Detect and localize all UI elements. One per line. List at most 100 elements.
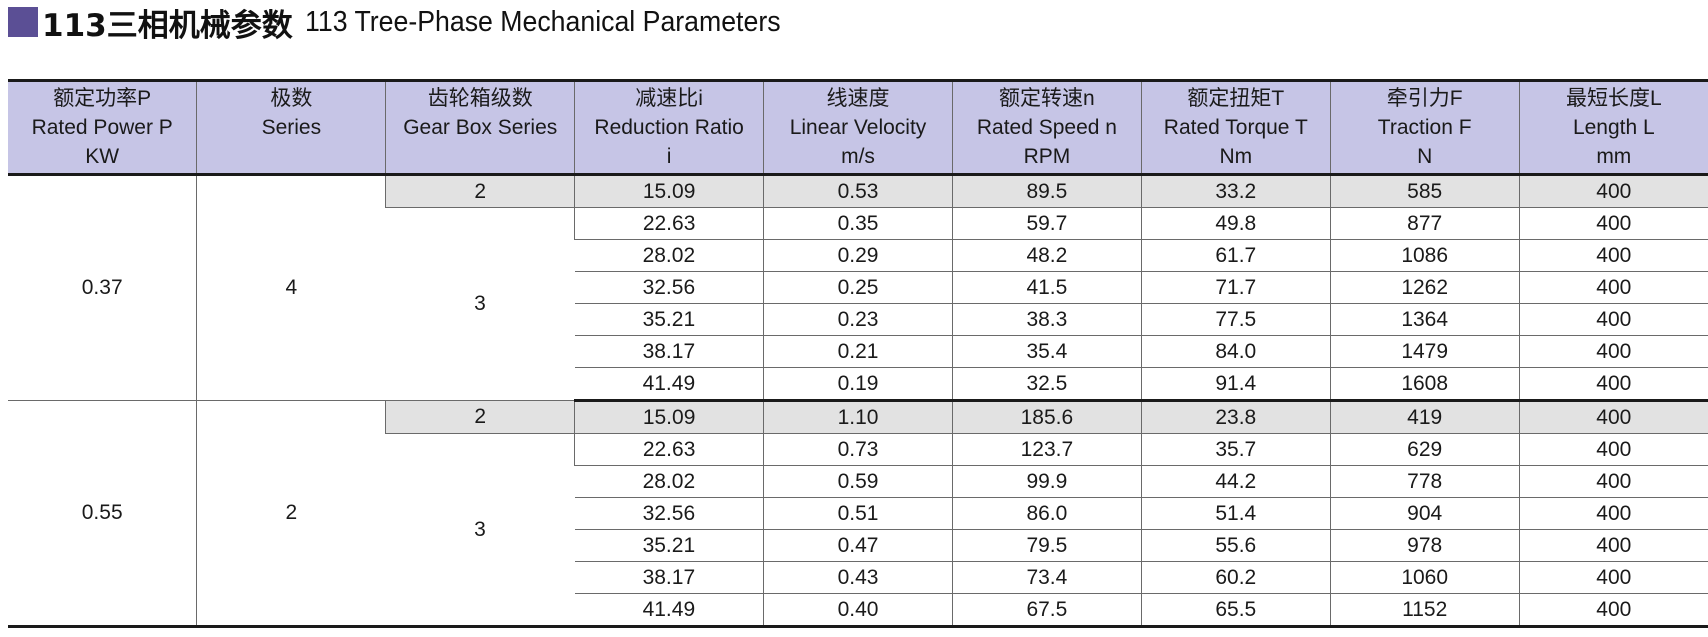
cell-traction: 629 xyxy=(1329,433,1520,466)
cell-rated-speed: 73.4 xyxy=(951,561,1142,594)
cell-length: 400 xyxy=(1518,239,1708,272)
cell-length: 400 xyxy=(1518,207,1708,240)
header-gear-box-series: 齿轮箱级数 Gear Box Series xyxy=(385,79,575,176)
table-row: 0.37 4 2 15.09 0.53 89.5 33.2 585 400 xyxy=(8,174,1708,401)
cell-reduction-ratio: 15.09 xyxy=(574,174,764,208)
cell-traction: 1060 xyxy=(1329,561,1520,594)
cell-length: 400 xyxy=(1518,497,1708,530)
header-cn: 额定扭矩T xyxy=(1187,87,1285,110)
header-en: Rated Speed n xyxy=(976,116,1117,139)
header-row: 额定功率P Rated Power P KW 极数 Series 齿轮箱级数 G… xyxy=(8,79,1708,176)
cell-rated-power: 0.55 xyxy=(8,400,197,628)
table-row: 38.17 0.21 35.4 84.0 1479 400 xyxy=(8,335,1708,368)
header-cn: 牵引力F xyxy=(1386,87,1463,110)
cell-rated-speed: 59.7 xyxy=(951,207,1142,240)
header-en: Rated Power P xyxy=(31,116,173,139)
cell-length: 400 xyxy=(1518,271,1708,304)
cell-rated-speed: 123.7 xyxy=(951,433,1142,466)
header-unit: N xyxy=(1417,145,1433,168)
header-cn: 最短长度L xyxy=(1565,87,1662,110)
table-row: 32.56 0.51 86.0 51.4 904 400 xyxy=(8,497,1708,530)
cell-rated-speed: 41.5 xyxy=(951,271,1142,304)
header-cn: 极数 xyxy=(270,87,313,110)
header-rated-speed: 额定转速n Rated Speed n RPM xyxy=(951,79,1142,176)
header-en: Linear Velocity xyxy=(789,116,927,139)
header-unit: m/s xyxy=(841,145,875,168)
cell-rated-torque: 23.8 xyxy=(1140,400,1331,434)
cell-linear-velocity: 0.53 xyxy=(763,174,953,208)
header-unit: RPM xyxy=(1023,145,1071,168)
cell-length: 400 xyxy=(1518,465,1708,498)
header-rated-power: 额定功率P Rated Power P KW xyxy=(8,79,197,176)
cell-traction: 877 xyxy=(1329,207,1520,240)
cell-gear-box-series: 2 xyxy=(385,174,575,208)
header-cn: 额定功率P xyxy=(53,87,152,110)
header-reduction-ratio: 减速比i Reduction Ratio i xyxy=(574,79,764,176)
cell-rated-torque: 55.6 xyxy=(1140,529,1331,562)
cell-linear-velocity: 0.21 xyxy=(763,335,953,368)
table-row: 3 22.63 0.73 123.7 35.7 629 400 xyxy=(8,433,1708,628)
cell-rated-speed: 35.4 xyxy=(951,335,1142,368)
cell-reduction-ratio: 32.56 xyxy=(574,497,764,530)
header-unit xyxy=(197,142,385,171)
cell-rated-torque: 49.8 xyxy=(1140,207,1331,240)
header-cn: 线速度 xyxy=(826,87,890,110)
cell-reduction-ratio: 28.02 xyxy=(574,465,764,498)
header-unit: Nm xyxy=(1219,145,1253,168)
cell-reduction-ratio: 28.02 xyxy=(574,239,764,272)
cell-series: 2 xyxy=(196,400,386,628)
cell-traction: 778 xyxy=(1329,465,1520,498)
cell-traction: 419 xyxy=(1329,400,1520,434)
table-row: 38.17 0.43 73.4 60.2 1060 400 xyxy=(8,561,1708,594)
cell-reduction-ratio: 41.49 xyxy=(574,593,764,628)
table-row: 41.49 0.40 67.5 65.5 1152 400 xyxy=(8,593,1708,628)
cell-traction: 1086 xyxy=(1329,239,1520,272)
cell-rated-speed: 185.6 xyxy=(951,400,1142,434)
cell-rated-torque: 60.2 xyxy=(1140,561,1331,594)
header-unit: i xyxy=(666,145,672,168)
cell-traction: 1152 xyxy=(1329,593,1520,628)
cell-traction: 1608 xyxy=(1329,367,1520,402)
header-en: Series xyxy=(261,116,322,139)
cell-rated-torque: 44.2 xyxy=(1140,465,1331,498)
cell-rated-speed: 67.5 xyxy=(951,593,1142,628)
header-traction: 牵引力F Traction F N xyxy=(1329,79,1520,176)
cell-series: 4 xyxy=(196,174,386,401)
cell-gear-box-series: 2 xyxy=(385,400,575,434)
table-row: 28.02 0.29 48.2 61.7 1086 400 xyxy=(8,239,1708,272)
cell-traction: 1364 xyxy=(1329,303,1520,336)
table-row: 0.55 2 2 15.09 1.10 185.6 23.8 419 400 xyxy=(8,400,1708,628)
cell-length: 400 xyxy=(1518,593,1708,628)
header-unit xyxy=(386,142,574,171)
header-en: Gear Box Series xyxy=(403,116,558,139)
cell-linear-velocity: 1.10 xyxy=(763,400,953,434)
cell-traction: 978 xyxy=(1329,529,1520,562)
cell-traction: 1479 xyxy=(1329,335,1520,368)
cell-rated-torque: 35.7 xyxy=(1140,433,1331,466)
cell-rated-speed: 86.0 xyxy=(951,497,1142,530)
cell-linear-velocity: 0.23 xyxy=(763,303,953,336)
header-en: Length L xyxy=(1572,116,1655,139)
cell-reduction-ratio: 38.17 xyxy=(574,335,764,368)
cell-length: 400 xyxy=(1518,174,1708,208)
cell-linear-velocity: 0.35 xyxy=(763,207,953,240)
table-row: 35.21 0.23 38.3 77.5 1364 400 xyxy=(8,303,1708,336)
table-row: 28.02 0.59 99.9 44.2 778 400 xyxy=(8,465,1708,498)
cell-length: 400 xyxy=(1518,529,1708,562)
header-cn: 额定转速n xyxy=(999,87,1095,110)
cell-rated-torque: 33.2 xyxy=(1140,174,1331,208)
cell-linear-velocity: 0.40 xyxy=(763,593,953,628)
header-cn: 齿轮箱级数 xyxy=(427,87,533,110)
cell-length: 400 xyxy=(1518,303,1708,336)
cell-rated-speed: 38.3 xyxy=(951,303,1142,336)
cell-rated-speed: 48.2 xyxy=(951,239,1142,272)
cell-length: 400 xyxy=(1518,400,1708,434)
cell-linear-velocity: 0.59 xyxy=(763,465,953,498)
cell-linear-velocity: 0.19 xyxy=(763,367,953,402)
cell-linear-velocity: 0.73 xyxy=(763,433,953,466)
cell-reduction-ratio: 35.21 xyxy=(574,303,764,336)
cell-linear-velocity: 0.29 xyxy=(763,239,953,272)
cell-linear-velocity: 0.43 xyxy=(763,561,953,594)
header-en: Rated Torque T xyxy=(1163,116,1308,139)
cell-linear-velocity: 0.47 xyxy=(763,529,953,562)
